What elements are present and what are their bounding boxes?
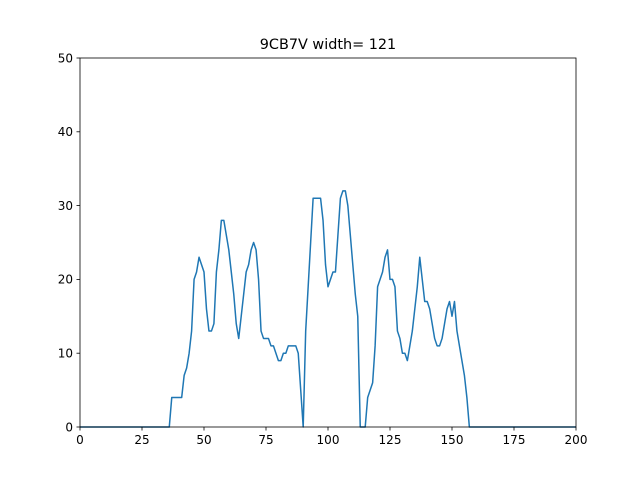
x-tick-label: 75 bbox=[258, 433, 273, 447]
y-axis: 0 10 20 30 40 50 bbox=[58, 51, 80, 434]
x-tick-label: 0 bbox=[76, 433, 84, 447]
x-axis: 0 25 50 75 100 125 150 175 200 bbox=[76, 427, 587, 447]
x-tick-label: 50 bbox=[196, 433, 211, 447]
x-tick-label: 175 bbox=[503, 433, 526, 447]
axes-background bbox=[80, 58, 576, 427]
y-tick-label: 30 bbox=[58, 199, 73, 213]
series-line bbox=[80, 190, 576, 428]
x-tick-label: 200 bbox=[565, 433, 588, 447]
axes-frame bbox=[79, 57, 577, 428]
x-tick-label: 25 bbox=[134, 433, 149, 447]
chart-title: 9CB7V width= 121 bbox=[260, 37, 396, 53]
x-tick-label: 150 bbox=[441, 433, 464, 447]
x-tick-label: 100 bbox=[317, 433, 340, 447]
x-tick-label: 125 bbox=[379, 433, 402, 447]
y-tick-label: 40 bbox=[58, 125, 73, 139]
y-tick-label: 10 bbox=[58, 347, 73, 361]
y-tick-label: 20 bbox=[58, 273, 73, 287]
y-tick-label: 50 bbox=[58, 51, 73, 65]
y-tick-label: 0 bbox=[65, 420, 73, 434]
plot-area: 0 25 50 75 100 125 150 175 200 0 10 20 30 40 50 bbox=[58, 51, 588, 447]
